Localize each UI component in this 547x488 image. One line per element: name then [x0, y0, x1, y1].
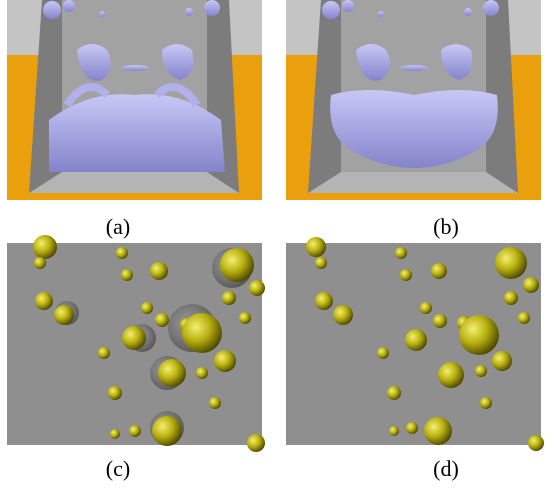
- caption: (d): [433, 456, 459, 481]
- panel-d-image: [286, 237, 544, 451]
- caption: (c): [106, 456, 130, 481]
- panel-a-image: [7, 0, 262, 200]
- caption: (b): [433, 214, 459, 239]
- figure: (a) (b): [0, 0, 547, 488]
- caption: (a): [106, 214, 130, 239]
- panel-c-image: [7, 235, 265, 452]
- panel-b-image: [286, 0, 541, 200]
- page: (a) (b): [0, 0, 547, 488]
